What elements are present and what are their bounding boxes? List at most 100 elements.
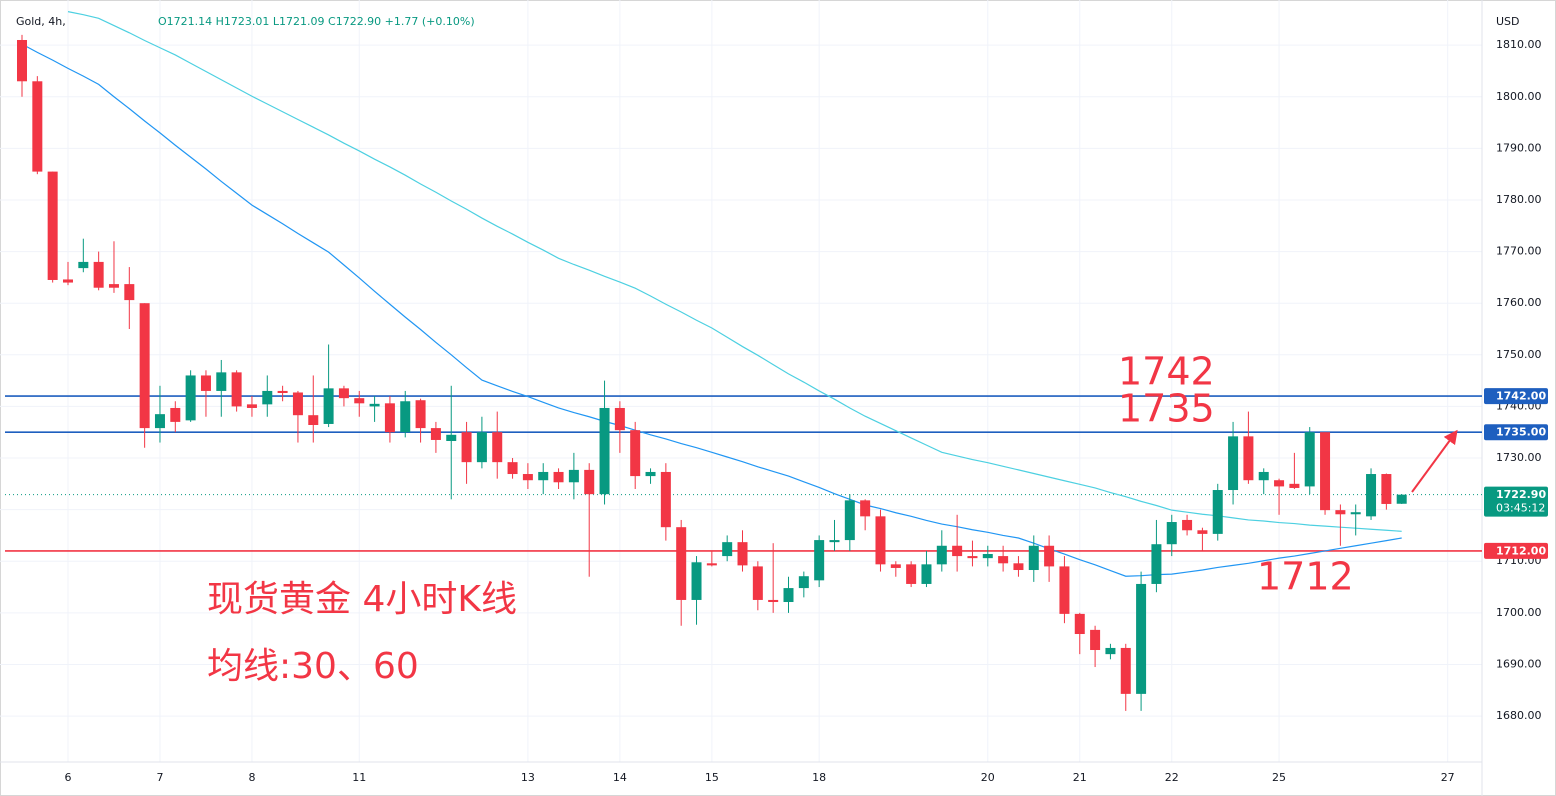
candle-body [1090,629,1101,651]
x-tick-label: 27 [1441,771,1455,784]
candle-body [1335,510,1346,515]
level-label: 1742.00 [1496,390,1546,403]
candle-body [660,471,671,528]
last-price-label: 1722.90 [1496,488,1546,501]
candle-body [216,372,227,391]
axis: 1680.001690.001700.001710.001720.001730.… [64,38,1548,784]
candle-body [676,527,687,600]
candle-body [752,566,763,600]
candle-body [798,576,809,589]
level-label: 1712.00 [1496,544,1546,557]
arrow [1411,429,1458,493]
candle-body [998,556,1009,564]
level-annotation: 1742 [1118,350,1215,394]
last-price-badge [1484,486,1548,517]
moving-average [67,11,1402,532]
candle-body [952,545,963,557]
candle-body [568,469,579,483]
candle-body [706,563,717,566]
y-tick-label: 1690.00 [1496,657,1542,670]
candle-body [62,279,73,283]
candle-body [415,400,426,429]
candle-body [17,39,27,82]
candle-body [323,388,334,424]
level-label: 1735.00 [1496,426,1546,439]
candle-body [492,432,503,463]
candle-body [875,516,886,565]
candle-body [93,261,104,288]
y-tick-label: 1760.00 [1496,296,1542,309]
x-tick-label: 11 [352,771,366,784]
candle-body [1258,471,1269,481]
currency: USD [1496,15,1520,28]
candle-body [1366,474,1377,517]
y-tick-label: 1780.00 [1496,193,1542,206]
level-badge [1484,424,1548,441]
y-tick-label: 1680.00 [1496,709,1542,722]
candle-body [936,545,947,565]
candle-body [430,428,441,440]
candle-body [1320,432,1331,511]
candle-body [1212,490,1223,534]
candle-body [814,540,825,581]
candle-body [262,390,273,405]
x-tick-label: 14 [613,771,627,784]
candle-body [400,401,411,433]
symbol: Gold, 4h, [16,15,66,28]
candle-body [691,562,702,600]
candle-body [461,432,472,463]
x-tick-label: 21 [1073,771,1087,784]
candle-body [1120,647,1131,694]
candle-body [599,407,610,495]
level-badge [1484,542,1548,559]
candle-body [1105,647,1116,655]
candle-body [645,471,656,477]
candle-body [154,414,165,429]
candle-body [967,556,978,559]
x-tick-label: 25 [1272,771,1286,784]
candle-body [630,430,641,477]
candle-body [553,471,564,483]
candle-body [906,564,917,584]
candle-body [384,403,395,433]
candle-body [1028,545,1039,571]
candle-body [47,171,58,280]
x-tick-label: 6 [64,771,71,784]
candle-body [860,500,871,517]
candle-body [522,474,533,481]
x-tick-label: 22 [1165,771,1179,784]
candle-body [783,588,794,603]
x-tick-label: 8 [248,771,255,784]
candle-body [1013,563,1024,571]
candle-body [78,261,89,269]
candle-body [170,407,181,422]
y-tick-label: 1700.00 [1496,606,1542,619]
x-tick-label: 20 [981,771,995,784]
y-tick-label: 1810.00 [1496,38,1542,51]
candle-body [185,375,196,421]
candle-body [1182,519,1193,531]
candle-body [1166,522,1177,545]
candle-body [1304,432,1315,487]
x-tick-label: 7 [156,771,163,784]
candle-body [124,284,135,301]
candle-body [1059,566,1070,614]
level-badge [1484,388,1548,405]
x-tick-label: 18 [812,771,826,784]
candle-body [246,404,257,408]
y-tick-label: 1730.00 [1496,451,1542,464]
candle-body [1243,436,1254,481]
level-annotation: 1712 [1257,555,1354,599]
candle-body [277,390,288,393]
candle-body [1228,436,1239,491]
y-tick-label: 1800.00 [1496,90,1542,103]
candle-body [1350,512,1361,515]
candle-body [890,564,901,568]
candle-body [844,500,855,541]
candle-body [369,403,380,407]
candle-body [538,471,549,481]
candle-body [507,462,518,475]
